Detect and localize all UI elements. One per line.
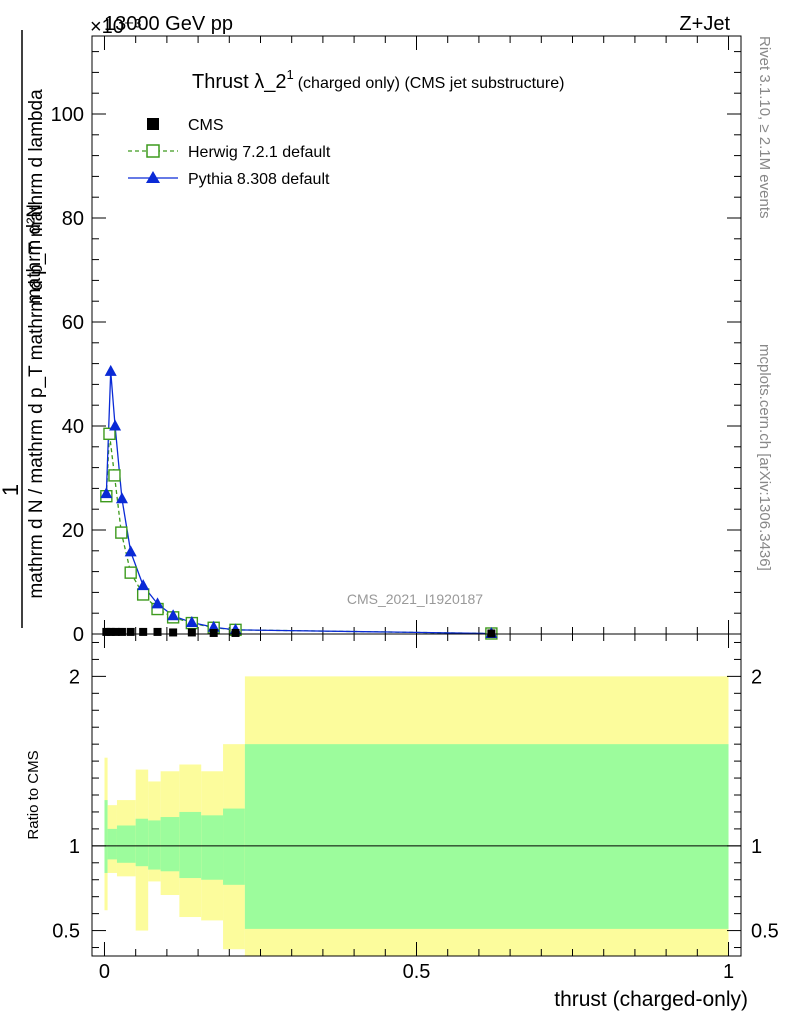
ratio-inner-band — [116, 825, 136, 863]
ratio-y-tick-label-right: 2 — [751, 666, 762, 688]
pythia-point — [115, 492, 128, 504]
pythia-point — [109, 419, 122, 431]
y-tick-label: 40 — [62, 416, 84, 438]
cms-point — [111, 627, 120, 636]
legend-label: CMS — [188, 117, 224, 134]
y-axis-label: 1 mathrm d²N mathrm d N / mathrm d p_T m… — [0, 30, 47, 628]
plot-title-main: Thrust λ_2 — [192, 71, 286, 93]
ratio-inner-band — [104, 800, 108, 873]
analysis-watermark: CMS_2021_I1920187 — [347, 591, 483, 607]
ratio-inner-band — [107, 828, 117, 860]
legend-label: Herwig 7.2.1 default — [188, 144, 331, 161]
ratio-inner-band — [148, 820, 161, 870]
ratio-inner-band — [244, 744, 729, 929]
y-tick-label: 80 — [62, 208, 84, 230]
ratio-bands — [92, 676, 741, 956]
legend-marker-cms — [147, 118, 159, 130]
y-tick-label: 60 — [62, 312, 84, 334]
y-axis-label-denominator: mathrm d N / mathrm d p_T mathrm d p_T m… — [26, 89, 47, 599]
ratio-y-tick-label: 1 — [69, 836, 80, 858]
header-process: Z+Jet — [679, 13, 730, 35]
legend: CMS Herwig 7.2.1 default Pythia 8.308 defa… — [128, 117, 331, 188]
cms-point — [106, 627, 115, 636]
herwig-point — [115, 526, 128, 539]
ratio-y-tick-label-right: 1 — [751, 836, 762, 858]
cms-point — [487, 629, 496, 638]
ratio-panel: 0.5 0.51 12 2 0 0.5 1 Ratio to CMS thrust (ch… — [25, 633, 779, 1011]
herwig-point — [136, 588, 150, 601]
x-tick-label: 1 — [723, 961, 734, 983]
rivet-label: Rivet 3.1.10, ≥ 2.1M events — [756, 36, 773, 219]
ratio-y-ticks: 0.5 0.5 1 1 2 2 — [52, 641, 779, 949]
mcplots-label: mcplots.cern.ch [arXiv:1306.3436] — [756, 344, 773, 571]
cms-point — [153, 627, 162, 636]
cms-point — [117, 627, 126, 636]
ratio-y-tick-label: 2 — [69, 666, 80, 688]
y-axis-label-numerator: mathrm d²N — [24, 204, 45, 304]
main-panel: 0 20 40 60 80 100 CMS_2021_I1920187 Thrust λ_… — [51, 35, 742, 646]
herwig-point — [124, 566, 137, 579]
pythia-point — [167, 609, 180, 621]
ratio-inner-band — [160, 817, 180, 872]
legend-label: Pythia 8.308 default — [188, 171, 330, 188]
cms-point — [187, 628, 196, 637]
x-tick-label: 0.5 — [403, 961, 431, 983]
herwig-point — [108, 469, 121, 482]
y-exponent-label: ×10⁻³ — [90, 16, 141, 38]
cms-point — [126, 627, 135, 636]
ratio-inner-band — [135, 818, 149, 867]
legend-marker-herwig — [146, 144, 160, 158]
plot-title-rest: (charged only) (CMS jet substructure) — [298, 75, 565, 92]
cms-point — [231, 628, 240, 637]
ratio-x-ticks: 0 0.5 1 — [99, 634, 734, 983]
x-axis-label: thrust (charged-only) — [554, 988, 748, 1011]
ratio-y-tick-label-right: 0.5 — [751, 921, 779, 943]
ratio-inner-band — [201, 815, 224, 880]
cms-point — [209, 628, 218, 637]
cms-point — [169, 628, 178, 637]
cms-point — [139, 627, 148, 636]
legend-marker-pythia — [146, 171, 160, 183]
herwig-point — [103, 427, 116, 440]
ratio-y-tick-label: 0.5 — [52, 921, 80, 943]
pythia-point — [151, 597, 164, 609]
ratio-inner-band — [179, 811, 202, 879]
y-tick-label: 100 — [51, 104, 84, 126]
y-tick-label: 0 — [73, 624, 84, 646]
y-tick-label: 20 — [62, 520, 84, 542]
pythia-point — [137, 579, 150, 591]
plot-title: Thrust λ_21 (charged only) (CMS jet subst… — [192, 67, 564, 93]
x-tick-label: 0 — [99, 961, 110, 983]
cms-point — [102, 627, 111, 636]
pythia-point — [185, 616, 198, 628]
plot-title-sup: 1 — [286, 67, 293, 82]
series-layer — [100, 364, 498, 640]
pythia-point — [124, 545, 137, 557]
y-axis-label-prefix: 1 — [0, 484, 23, 496]
header-energy: 13000 GeV pp — [104, 13, 233, 35]
ratio-y-label: Ratio to CMS — [25, 750, 42, 839]
pythia-point — [104, 364, 117, 376]
main-y-ticks: 0 20 40 60 80 100 — [51, 51, 741, 646]
pythia-point — [100, 487, 113, 499]
ratio-inner-band — [223, 808, 245, 885]
